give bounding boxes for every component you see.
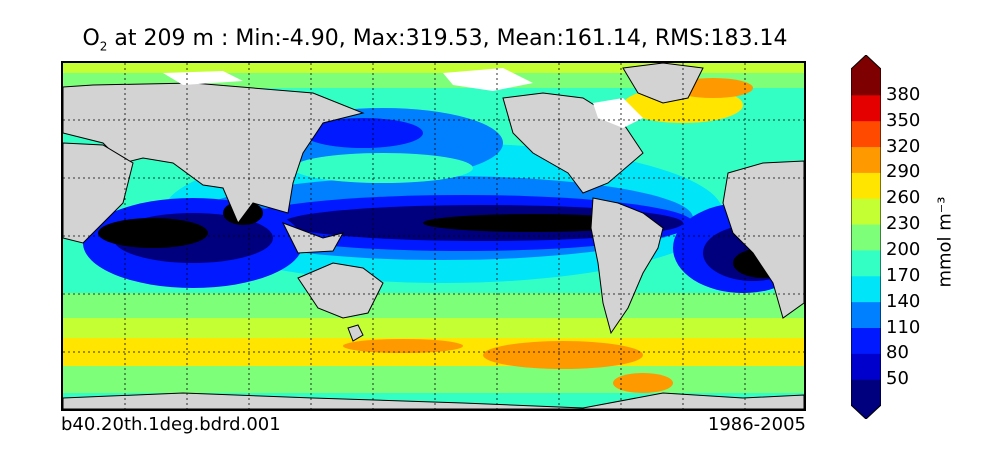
colorbar-level-5 — [851, 249, 881, 277]
antarctica-landmass — [63, 392, 804, 409]
africa-landmass — [722, 160, 804, 319]
colorbar-tick-label: 290 — [886, 161, 921, 183]
weddell-orange — [613, 373, 673, 393]
colorbar — [851, 55, 881, 419]
colorbar-level-1 — [851, 353, 881, 380]
pacific-omz — [423, 214, 643, 232]
colorbar-tick-label: 140 — [886, 290, 921, 312]
colorbar-tick-label: 50 — [886, 368, 909, 390]
run-name-label: b40.20th.1deg.bdrd.001 — [61, 414, 281, 435]
arabian-omz — [98, 218, 208, 248]
colorbar-tick-label: 200 — [886, 238, 921, 260]
colorbar-tick-label: 320 — [886, 135, 921, 157]
new-zealand-landmass — [347, 324, 364, 342]
title-subscript: 2 — [99, 39, 108, 54]
colorbar-level-10 — [851, 120, 881, 148]
colorbar-level-9 — [851, 146, 881, 173]
map-canvas — [63, 63, 804, 409]
colorbar-unit-label: mmol m⁻³ — [934, 182, 956, 302]
colorbar-min-extension — [851, 405, 881, 419]
map-title: O2 at 209 m : Min:-4.90, Max:319.53, Mea… — [0, 26, 870, 53]
colorbar-level-0 — [851, 379, 881, 406]
okhotsk-blue — [303, 118, 423, 148]
colorbar-level-8 — [851, 172, 881, 199]
period-label: 1986-2005 — [707, 414, 806, 435]
colorbar-tick-label: 110 — [886, 316, 921, 338]
colorbar-tick-label: 260 — [886, 187, 921, 209]
colorbar-level-2 — [851, 327, 881, 354]
colorbar-level-11 — [851, 94, 881, 122]
hudson-ice — [593, 98, 643, 128]
colorbar-tick-label: 80 — [886, 342, 909, 364]
colorbar-tick-label: 350 — [886, 109, 921, 131]
arctic-ice-2 — [163, 71, 243, 85]
colorbar-level-4 — [851, 275, 881, 303]
south-pacific-orange — [343, 339, 463, 353]
colorbar-level-3 — [851, 301, 881, 328]
title-stats: at 209 m : Min:-4.90, Max:319.53, Mean:1… — [107, 26, 788, 51]
africa-west-edge — [63, 142, 134, 244]
oxygen-map — [61, 61, 806, 411]
arctic-ice-1 — [443, 68, 533, 91]
arctic-top-band — [63, 63, 804, 73]
south-america-landmass — [590, 197, 664, 335]
colorbar-unit-text: mmol m⁻³ — [934, 196, 956, 288]
lat-lon-grid — [63, 63, 804, 409]
australia-landmass — [297, 262, 384, 319]
colorbar-level-12 — [851, 69, 881, 96]
south-atlantic-orange — [483, 341, 643, 369]
colorbar-tick-label: 380 — [886, 83, 921, 105]
colorbar-max-extension — [851, 55, 881, 69]
colorbar-tick-label: 170 — [886, 264, 921, 286]
colorbar-level-6 — [851, 224, 881, 251]
maritime-continent — [281, 222, 344, 254]
title-symbol: O — [82, 26, 100, 51]
colorbar-tick-label: 230 — [886, 213, 921, 235]
north-pacific-green — [293, 153, 473, 183]
colorbar-level-7 — [851, 198, 881, 225]
